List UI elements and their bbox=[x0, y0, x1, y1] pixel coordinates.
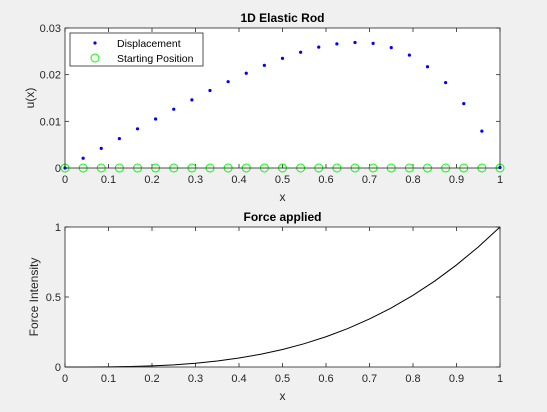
x-tick-label: 0.6 bbox=[318, 174, 333, 186]
x-tick-label: 1 bbox=[497, 373, 503, 385]
x-tick-label: 0.1 bbox=[101, 373, 116, 385]
x-tick-label: 0.6 bbox=[318, 373, 333, 385]
x-axis-label: x bbox=[280, 190, 286, 204]
x-tick-label: 0.9 bbox=[449, 373, 464, 385]
y-axis-label: Force Intensity bbox=[27, 258, 41, 337]
series-line bbox=[64, 226, 501, 368]
chart-title: Force applied bbox=[243, 210, 321, 224]
x-tick-label: 0 bbox=[62, 174, 68, 186]
y-tick-label: 0.02 bbox=[40, 70, 61, 82]
displacement-point bbox=[172, 107, 176, 111]
displacement-point bbox=[280, 56, 285, 60]
x-tick-label: 1 bbox=[497, 174, 503, 186]
x-tick-label: 0.3 bbox=[188, 373, 203, 385]
displacement-point bbox=[317, 45, 321, 49]
chart-2: 0 0.1 0.2 0.3 0.4 0.5 0.6 0.7 0.8 0.9 1 0 0.5 1 Force … bbox=[27, 210, 503, 403]
y-axis-label: u(x) bbox=[23, 88, 37, 109]
x-tick-label: 0.4 bbox=[231, 174, 246, 186]
axes-box bbox=[64, 226, 501, 368]
y-tick-label: 0.5 bbox=[46, 292, 61, 304]
x-tick-label: 0.2 bbox=[144, 373, 159, 385]
y-tick-label: 0 bbox=[55, 163, 61, 175]
displacement-point bbox=[135, 127, 140, 131]
plot-area bbox=[65, 227, 500, 367]
displacement-point bbox=[262, 63, 266, 67]
displacement-point bbox=[81, 156, 85, 160]
displacement-point bbox=[244, 71, 248, 75]
y-tick-label: 1 bbox=[55, 222, 61, 234]
legend: Displacement Starting Position bbox=[69, 32, 204, 67]
displacement-point bbox=[226, 80, 230, 84]
x-tick-label: 0.4 bbox=[231, 373, 246, 385]
displacement-point bbox=[208, 88, 212, 93]
displacement-point bbox=[335, 42, 339, 46]
legend-entry-label: Displacement bbox=[117, 38, 181, 50]
y-tick-label: 0.01 bbox=[40, 116, 61, 128]
x-tick-label: 0.8 bbox=[405, 373, 420, 385]
displacement-point bbox=[154, 117, 158, 121]
displacement-point bbox=[462, 102, 466, 106]
x-axis-label: x bbox=[280, 389, 286, 403]
x-tick-label: 0.8 bbox=[405, 174, 420, 186]
charts: 0 0.1 0.2 0.3 0.4 0.5 0.6 0.7 0.8 0.9 1 0 0.01 0.02 0.… bbox=[23, 11, 505, 403]
displacement-point bbox=[299, 50, 303, 54]
displacement-point bbox=[117, 137, 121, 141]
chart-title: 1D Elastic Rod bbox=[240, 11, 324, 25]
x-tick-label: 0.7 bbox=[362, 373, 377, 385]
legend-marker-dot bbox=[93, 41, 97, 45]
displacement-point bbox=[99, 146, 103, 150]
displacement-point bbox=[480, 129, 484, 133]
displacement-point bbox=[425, 65, 430, 69]
x-tick-label: 0.3 bbox=[188, 174, 203, 186]
axes-box bbox=[64, 27, 501, 169]
displacement-point bbox=[407, 53, 411, 57]
x-tick-label: 0.1 bbox=[101, 174, 116, 186]
y-tick-label: 0 bbox=[55, 362, 61, 374]
x-tick-label: 0.7 bbox=[362, 174, 377, 186]
chart-1: 0 0.1 0.2 0.3 0.4 0.5 0.6 0.7 0.8 0.9 1 0 0.01 0.02 0.… bbox=[23, 11, 505, 204]
x-tick-label: 0.2 bbox=[144, 174, 159, 186]
displacement-point bbox=[190, 98, 194, 102]
x-tick-label: 0.5 bbox=[275, 373, 290, 385]
x-tick-label: 0.9 bbox=[449, 174, 464, 186]
legend-entry-label: Starting Position bbox=[117, 53, 194, 65]
displacement-point bbox=[353, 40, 357, 45]
legend-marker-circle bbox=[90, 53, 100, 63]
x-tick-label: 0.5 bbox=[275, 174, 290, 186]
x-tick-label: 0 bbox=[62, 373, 68, 385]
displacement-point bbox=[389, 46, 393, 50]
y-tick-label: 0.03 bbox=[40, 23, 61, 35]
displacement-point bbox=[444, 81, 448, 85]
displacement-point bbox=[371, 41, 375, 46]
